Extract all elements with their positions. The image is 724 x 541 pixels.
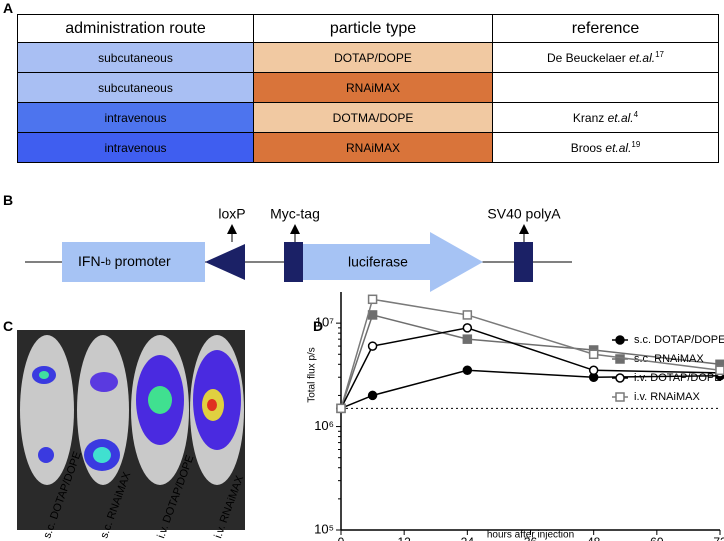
author: Kranz	[572, 111, 605, 125]
promoter-label: IFN-b promoter	[78, 253, 171, 269]
x-axis-label: hours after injection	[487, 530, 574, 541]
header-cell: particle type	[253, 14, 493, 43]
promoter-sub: b	[105, 257, 111, 268]
cell: subcutaneous	[17, 72, 254, 103]
pins	[231, 227, 525, 242]
myc-box	[284, 242, 303, 282]
cell: RNAiMAX	[253, 72, 493, 103]
panel-label: D	[313, 318, 324, 334]
promoter-tail: promoter	[115, 253, 171, 269]
panel-label: A	[3, 0, 14, 16]
cell: De Beuckelaer et.al.17	[492, 42, 719, 73]
legend-marker	[615, 354, 625, 364]
cell: DOTMA/DOPE	[253, 102, 493, 133]
cell: Broos et.al.19	[492, 132, 719, 163]
panel-label: B	[3, 192, 14, 208]
data-point	[367, 310, 378, 320]
legend-label: i.v. DOTAP/DOPE	[634, 372, 722, 384]
polya-label: SV40 polyA	[487, 206, 561, 222]
data-point	[336, 403, 346, 414]
legend-marker	[615, 392, 625, 402]
data-point	[462, 334, 473, 344]
data-point	[367, 390, 378, 401]
table: administration route particle type refer…	[17, 14, 719, 163]
loxp-label: loxP	[218, 206, 245, 222]
ref: 19	[631, 140, 641, 149]
y-tick-label: 10⁶	[314, 418, 334, 433]
x-tick-label: 72	[713, 535, 724, 541]
etal: et.al.	[629, 51, 656, 65]
x-tick-label: 36	[524, 535, 538, 541]
signals	[32, 350, 241, 471]
loxp-triangle	[205, 244, 245, 280]
cell: RNAiMAX	[253, 132, 493, 163]
data-point	[588, 349, 599, 360]
data-point	[715, 365, 724, 376]
data-point	[367, 294, 378, 305]
luciferase-arrow	[303, 232, 483, 292]
legend-marker	[615, 373, 625, 383]
y-axis-label: Total flux p/s	[307, 347, 318, 403]
polya-box	[514, 242, 533, 282]
legend-marker	[615, 335, 625, 345]
etal: et.al.	[607, 111, 634, 125]
x-tick-label: 48	[587, 535, 601, 541]
myc-label: Myc-tag	[270, 206, 320, 222]
author: Broos	[570, 141, 603, 155]
x-tick-label: 12	[397, 535, 411, 541]
header-cell: reference	[492, 14, 719, 43]
etal: et.al.	[605, 141, 632, 155]
ref: 17	[655, 50, 664, 59]
cell: intravenous	[17, 102, 254, 133]
data-point	[588, 365, 599, 376]
data-point	[462, 323, 473, 333]
gene-label: luciferase	[348, 254, 408, 270]
data-point	[462, 365, 473, 376]
ref: 4	[633, 110, 639, 119]
data-point	[462, 310, 473, 320]
promoter-box	[62, 242, 205, 282]
pin-heads	[227, 224, 529, 234]
cell: intravenous	[17, 132, 254, 163]
y-tick-label: 10⁵	[314, 521, 334, 536]
cell: DOTAP/DOPE	[253, 42, 493, 73]
panel-label: C	[3, 318, 14, 334]
data-point	[367, 341, 378, 351]
x-tick-label: 24	[461, 535, 475, 541]
y-tick-label: 10⁷	[315, 315, 334, 330]
legend-label: i.v. RNAiMAX	[634, 391, 700, 403]
legend-label: s.c. DOTAP/DOPE	[634, 334, 724, 346]
promoter-text: IFN-	[78, 253, 106, 269]
x-tick-label: 0	[338, 535, 345, 541]
x-tick-label: 60	[650, 535, 664, 541]
author: De Beuckelaer	[547, 51, 626, 65]
